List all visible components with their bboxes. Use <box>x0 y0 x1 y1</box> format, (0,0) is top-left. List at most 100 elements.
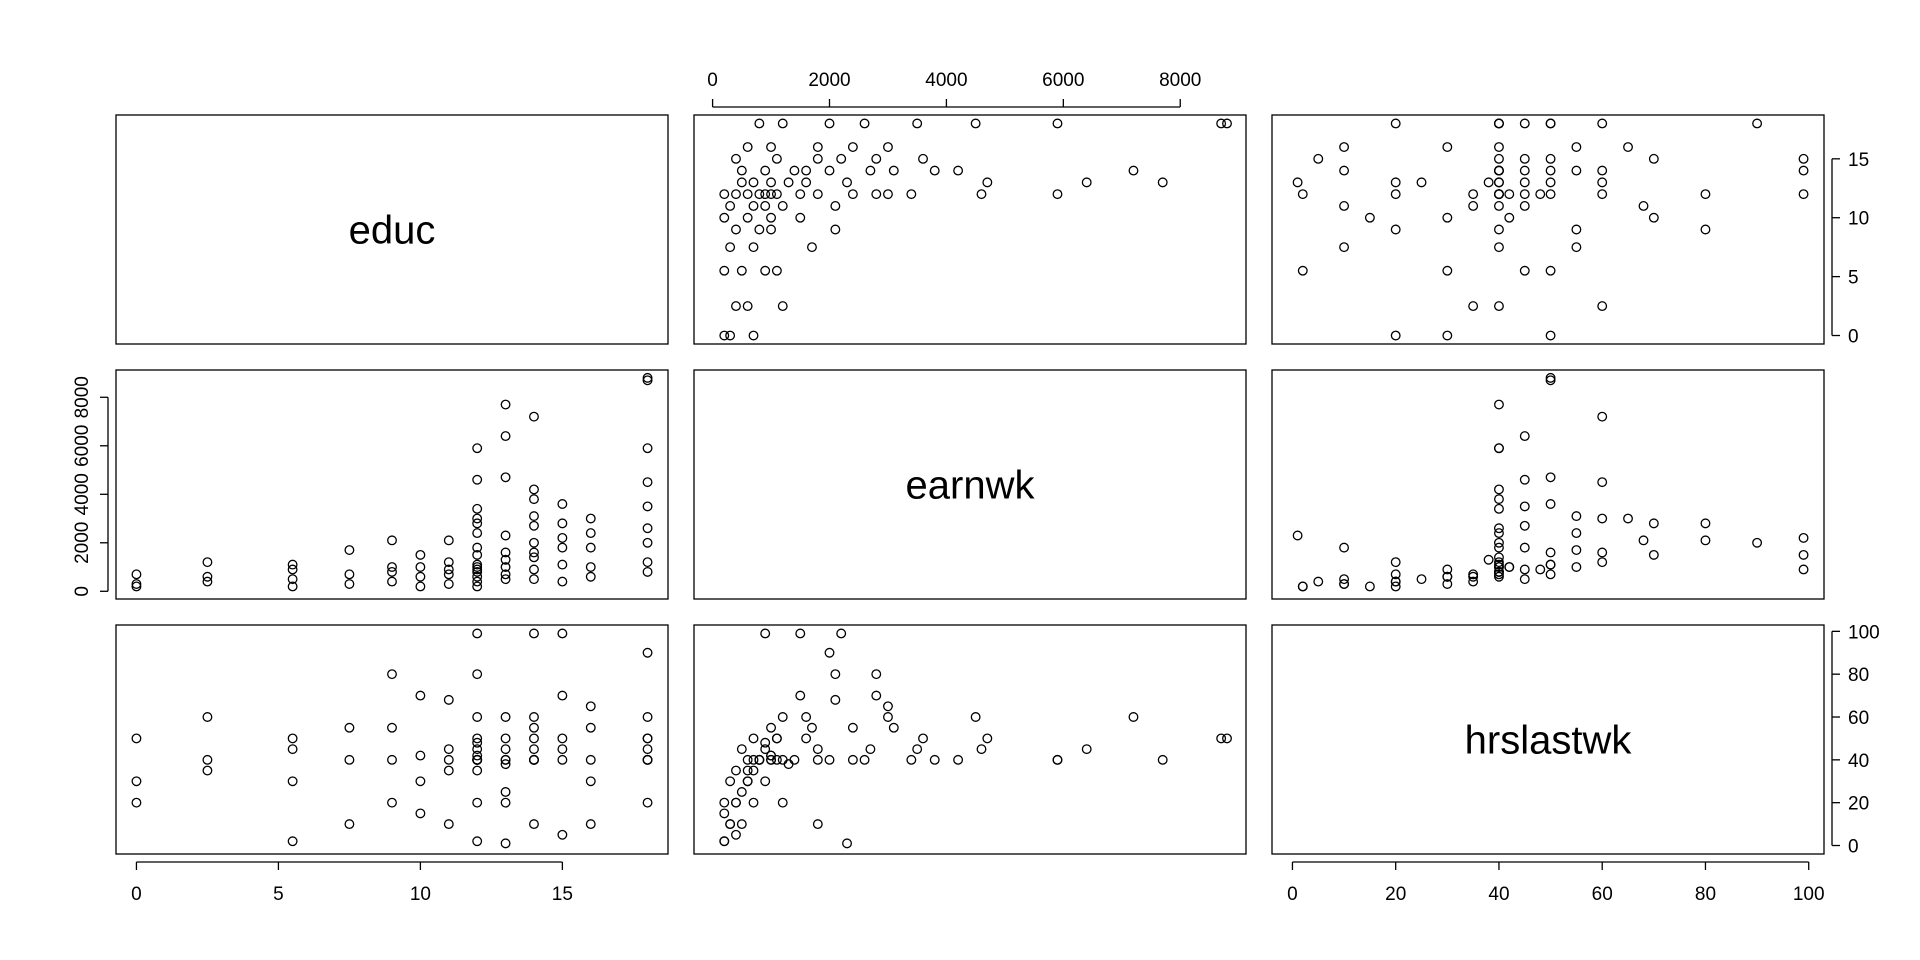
point <box>836 628 847 639</box>
variable-label: hrslastwk <box>1465 719 1633 763</box>
point <box>415 562 426 572</box>
point <box>585 819 596 830</box>
point <box>529 754 539 765</box>
tick-label: 0 <box>1848 837 1859 858</box>
tick-label: 0 <box>1848 327 1859 348</box>
point <box>131 776 142 787</box>
tick-label: 80 <box>1848 665 1869 686</box>
point <box>760 189 771 200</box>
point <box>1483 177 1494 188</box>
point <box>766 754 776 765</box>
point <box>754 224 765 235</box>
point <box>1571 528 1582 539</box>
point <box>830 669 841 680</box>
point <box>1638 535 1649 546</box>
tick-label: 10 <box>1848 209 1869 230</box>
point <box>970 118 981 129</box>
point <box>812 819 823 830</box>
point <box>760 744 771 755</box>
point <box>387 566 397 577</box>
point <box>500 574 511 585</box>
point <box>529 520 539 531</box>
point <box>1052 189 1063 200</box>
point <box>1339 579 1350 589</box>
point <box>500 431 511 442</box>
point <box>748 242 759 253</box>
point <box>1052 754 1063 765</box>
point <box>1571 142 1582 152</box>
point <box>387 562 397 572</box>
variable-label: educ <box>349 209 436 253</box>
point <box>1390 189 1401 200</box>
point <box>472 443 483 454</box>
point <box>754 754 765 765</box>
tick-label: 2000 <box>72 522 93 564</box>
point <box>529 547 539 558</box>
point <box>719 330 730 341</box>
point <box>529 733 539 744</box>
tick-label: 0 <box>1287 884 1298 905</box>
point <box>557 744 568 755</box>
point <box>1292 177 1303 188</box>
point <box>500 562 511 572</box>
point <box>807 722 817 733</box>
point <box>472 797 483 808</box>
point <box>1313 576 1324 587</box>
tick-label: 6000 <box>72 425 93 467</box>
point <box>1519 501 1530 512</box>
tick-label: 15 <box>1848 150 1869 171</box>
point <box>859 754 870 765</box>
point <box>742 142 753 152</box>
point <box>1648 212 1659 223</box>
point <box>529 484 539 495</box>
point <box>777 797 788 808</box>
point <box>642 443 653 454</box>
point <box>1519 574 1530 585</box>
point <box>1494 566 1504 577</box>
point <box>929 754 940 765</box>
point <box>929 165 940 176</box>
tick-label: 8000 <box>1159 70 1201 91</box>
point <box>906 189 917 200</box>
point <box>1545 499 1556 509</box>
point <box>731 797 741 808</box>
point <box>131 569 142 580</box>
point <box>1519 165 1530 176</box>
point <box>1442 142 1453 152</box>
point <box>1700 535 1711 546</box>
point <box>912 744 923 755</box>
point <box>1081 177 1092 188</box>
point <box>1545 118 1556 129</box>
point <box>131 581 142 592</box>
point <box>500 838 511 849</box>
point <box>1519 189 1530 200</box>
point <box>1494 523 1504 534</box>
point <box>1494 301 1504 312</box>
point <box>777 118 788 129</box>
point <box>918 153 928 164</box>
point <box>719 212 730 223</box>
point <box>1468 576 1479 587</box>
point <box>742 765 753 776</box>
point <box>287 836 298 847</box>
point <box>1571 511 1582 522</box>
point <box>1597 189 1608 200</box>
point <box>1597 547 1608 558</box>
point <box>1597 118 1608 129</box>
point <box>557 518 568 529</box>
point <box>1545 330 1556 341</box>
point <box>742 301 753 312</box>
point <box>1222 118 1232 129</box>
point <box>472 576 483 587</box>
point <box>472 712 483 722</box>
point <box>865 165 876 176</box>
point <box>824 647 835 658</box>
point <box>1494 177 1504 188</box>
point <box>344 819 355 830</box>
point <box>760 265 771 276</box>
point <box>1504 189 1515 200</box>
point <box>725 819 736 830</box>
point <box>202 576 213 587</box>
point <box>1494 562 1504 572</box>
point <box>731 153 741 164</box>
